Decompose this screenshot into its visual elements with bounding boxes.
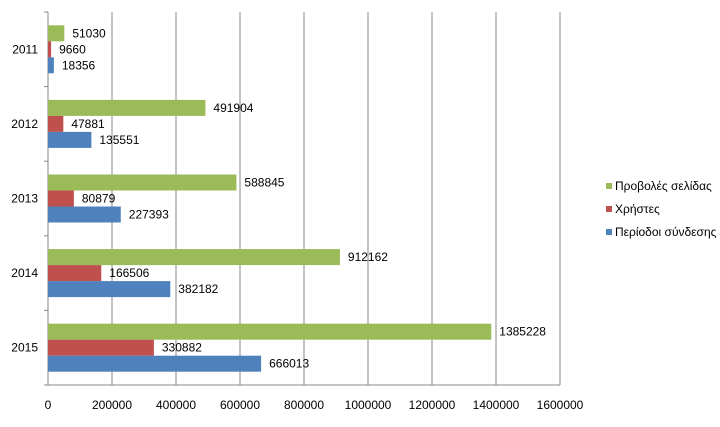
bar: [48, 25, 65, 42]
bar: [48, 355, 262, 372]
legend-label: Χρήστες: [615, 202, 660, 216]
x-tick-label: 0: [45, 398, 52, 412]
y-tick-label: 2012: [11, 117, 38, 131]
data-label: 80879: [82, 192, 116, 206]
bar: [48, 339, 154, 356]
x-tick-label: 600000: [220, 398, 260, 412]
bar: [48, 99, 206, 116]
data-label: 1385228: [499, 325, 546, 339]
bar: [48, 41, 52, 58]
bar: [48, 206, 121, 223]
x-tick-label: 400000: [156, 398, 196, 412]
data-label: 166506: [109, 266, 149, 280]
x-tick-label: 1200000: [409, 398, 456, 412]
bar: [48, 174, 237, 191]
bar: [48, 131, 92, 148]
bar: [48, 57, 54, 74]
data-label: 330882: [162, 341, 202, 355]
legend-swatch: [606, 229, 612, 235]
x-tick-label: 1600000: [537, 398, 584, 412]
y-tick-label: 2013: [11, 192, 38, 206]
bar: [48, 323, 492, 340]
data-label: 382182: [178, 282, 218, 296]
data-label: 491904: [213, 101, 253, 115]
bar: [48, 249, 340, 266]
x-tick-label: 1000000: [345, 398, 392, 412]
bar: [48, 115, 64, 132]
y-tick-label: 2014: [11, 266, 38, 280]
data-label: 51030: [72, 26, 106, 40]
legend-swatch: [606, 206, 612, 212]
legend-label: Περίοδοι σύνδεσης: [615, 225, 717, 239]
x-tick-label: 200000: [92, 398, 132, 412]
y-tick-label: 2015: [11, 341, 38, 355]
bar: [48, 265, 102, 282]
data-label: 588845: [244, 176, 284, 190]
data-label: 9660: [59, 42, 86, 56]
data-label: 666013: [269, 357, 309, 371]
y-tick-label: 2011: [12, 42, 38, 56]
data-label: 135551: [99, 133, 139, 147]
x-tick-label: 1400000: [473, 398, 520, 412]
data-label: 47881: [71, 117, 105, 131]
data-label: 912162: [348, 250, 388, 264]
data-label: 18356: [62, 58, 96, 72]
bar: [48, 190, 74, 207]
bar: [48, 281, 171, 298]
legend-label: Προβολές σελίδας: [615, 179, 712, 193]
data-label: 227393: [129, 208, 169, 222]
legend-swatch: [606, 183, 612, 189]
x-tick-label: 800000: [284, 398, 324, 412]
